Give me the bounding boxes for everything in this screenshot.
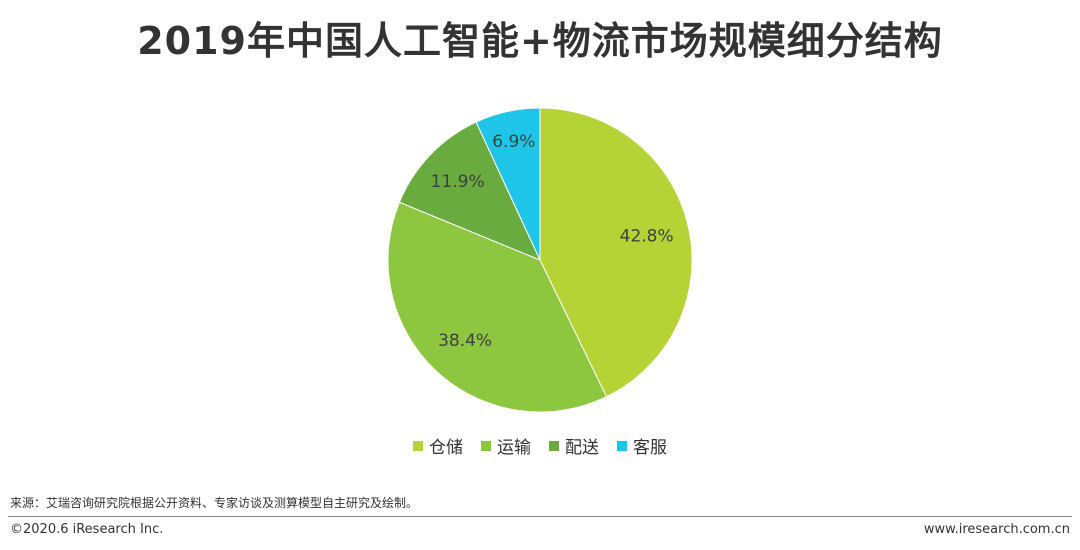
legend-item-customer-service: 客服	[617, 433, 667, 458]
legend-item-delivery: 配送	[549, 433, 599, 458]
chart-title: 2019年中国人工智能+物流市场规模细分结构	[137, 19, 943, 63]
legend-label-warehouse: 仓储	[429, 438, 463, 458]
website-link[interactable]: www.iresearch.com.cn	[923, 522, 1070, 537]
legend-label-delivery: 配送	[565, 438, 599, 458]
pie-slice-transport	[387, 201, 608, 413]
legend-swatch-warehouse	[413, 440, 423, 451]
legend-swatch-transport	[481, 440, 491, 451]
pie-slice-delivery	[398, 121, 541, 261]
legend-item-transport: 运输	[481, 433, 531, 458]
footer-divider	[8, 516, 1072, 517]
copyright-text: ©2020.6 iResearch Inc.	[10, 522, 164, 537]
legend-label-customer-service: 客服	[633, 438, 667, 458]
pie-label-warehouse: 42.8%	[620, 226, 674, 246]
legend-label-transport: 运输	[497, 438, 531, 458]
legend-swatch-customer-service	[617, 440, 627, 451]
pie-label-customer-service: 6.9%	[492, 132, 535, 152]
legend-swatch-delivery	[549, 440, 559, 451]
pie-label-transport: 38.4%	[438, 331, 492, 351]
pie-label-delivery: 11.9%	[431, 172, 485, 192]
source-note: 来源：艾瑞咨询研究院根据公开资料、专家访谈及测算模型自主研究及绘制。	[10, 496, 419, 510]
pie-slice-customer-service	[475, 107, 541, 261]
chart-legend: 仓储 运输 配送 客服	[0, 433, 1080, 458]
legend-item-warehouse: 仓储	[413, 433, 463, 458]
pie-slice-warehouse	[539, 107, 693, 398]
